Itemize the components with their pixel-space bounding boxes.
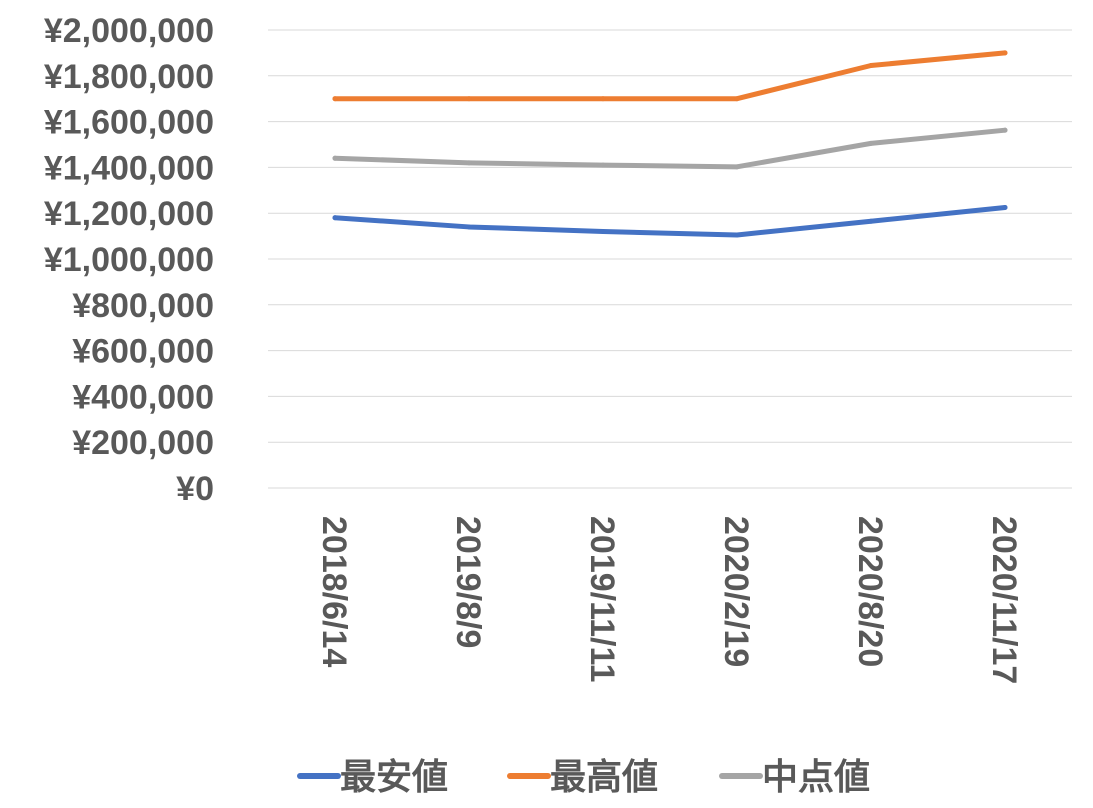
x-tick-label: 2020/2/19 (717, 516, 755, 667)
data-point (466, 96, 472, 102)
y-tick-label: ¥1,800,000 (44, 58, 214, 96)
data-point (868, 62, 874, 68)
series-line (332, 50, 1008, 102)
data-point (332, 96, 338, 102)
data-point (466, 160, 472, 166)
gridlines (268, 29, 1072, 489)
x-tick-label: 2020/8/20 (851, 516, 889, 667)
x-tick-label: 2018/6/14 (315, 516, 353, 667)
x-tick-label: 2019/11/11 (583, 516, 621, 682)
y-tick-label: ¥0 (176, 470, 214, 508)
legend: 最安値 最高値 中点値 (297, 757, 870, 798)
y-tick-label: ¥1,000,000 (44, 241, 214, 279)
y-tick-label: ¥1,400,000 (44, 149, 214, 187)
y-tick-label: ¥200,000 (72, 424, 214, 462)
data-point (332, 215, 338, 221)
data-point (1002, 50, 1008, 56)
y-tick-label: ¥1,600,000 (44, 104, 214, 142)
x-axis-ticks: 2018/6/14 2019/8/9 2019/11/11 2020/2/19 2020… (315, 516, 1023, 684)
y-tick-label: ¥800,000 (72, 287, 214, 325)
data-point (734, 232, 740, 238)
data-point (332, 155, 338, 161)
y-tick-label: ¥2,000,000 (44, 12, 214, 50)
data-point (734, 96, 740, 102)
data-point (600, 96, 606, 102)
data-point (600, 162, 606, 168)
data-point (868, 218, 874, 224)
data-point (600, 229, 606, 235)
series-line (332, 204, 1008, 238)
y-tick-label: ¥600,000 (72, 333, 214, 371)
data-point (466, 224, 472, 230)
legend-label: 中点値 (762, 757, 870, 798)
x-tick-label: 2020/11/17 (985, 516, 1023, 684)
y-axis-ticks: ¥0 ¥200,000 ¥400,000 ¥600,000 ¥800,000 ¥1,000… (44, 12, 214, 508)
data-point (734, 164, 740, 170)
data-point (1002, 127, 1008, 133)
data-point (868, 140, 874, 146)
x-tick-label: 2019/8/9 (449, 516, 487, 648)
series-line (332, 127, 1008, 170)
y-tick-label: ¥400,000 (72, 378, 214, 416)
data-point (1002, 204, 1008, 210)
y-tick-label: ¥1,200,000 (44, 195, 214, 233)
legend-label: 最安値 (340, 757, 448, 798)
series-lines (332, 50, 1008, 238)
legend-label: 最高値 (550, 757, 658, 798)
